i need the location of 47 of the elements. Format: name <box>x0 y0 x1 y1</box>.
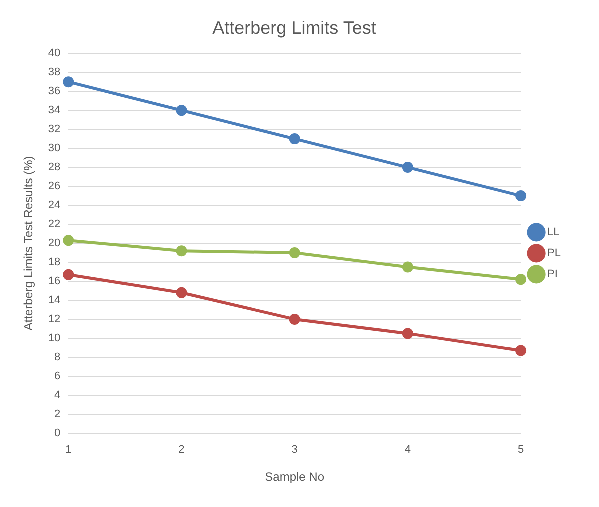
y-tick-label: 0 <box>54 427 61 440</box>
y-tick-label: 14 <box>48 294 61 306</box>
y-tick-label: 18 <box>48 256 61 269</box>
y-axis-title: Atterberg Limits Test Results (%) <box>22 156 36 331</box>
y-tick-label: 34 <box>48 104 61 117</box>
y-tick-label: 24 <box>48 200 61 212</box>
point <box>289 314 300 325</box>
y-tick-label: 32 <box>48 124 61 136</box>
point <box>516 274 527 286</box>
point <box>402 328 414 340</box>
point <box>516 190 527 202</box>
y-tick-label: 4 <box>54 389 61 402</box>
x-tick-label: 5 <box>518 444 524 456</box>
point <box>402 262 414 273</box>
point <box>63 269 74 280</box>
x-tick-label: 4 <box>404 444 412 456</box>
point <box>402 162 414 174</box>
y-tick-label: 8 <box>54 351 61 364</box>
point <box>289 247 300 258</box>
point <box>516 345 527 356</box>
y-tick-label: 10 <box>48 332 61 344</box>
legend-label: PL <box>548 248 562 260</box>
chart-title: Atterberg Limits Test <box>212 18 376 38</box>
y-tick-label: 2 <box>54 408 61 420</box>
x-tick-label: 3 <box>292 444 298 456</box>
y-tick-label: 6 <box>54 370 61 382</box>
x-tick-label: 1 <box>66 444 72 456</box>
point <box>63 235 74 246</box>
y-tick-label: 28 <box>48 162 61 174</box>
point <box>176 246 188 257</box>
y-tick-label: 12 <box>48 313 61 326</box>
y-tick-label: 20 <box>48 238 61 250</box>
y-tick-label: 38 <box>48 66 61 79</box>
x-axis-title: Sample No <box>265 470 325 484</box>
y-tick-label: 40 <box>48 48 61 60</box>
legend-label: PI <box>548 268 558 281</box>
point <box>176 287 188 298</box>
point <box>289 134 300 145</box>
x-tick-label: 2 <box>178 444 185 456</box>
y-tick-label: 16 <box>48 276 61 288</box>
y-tick-label: 30 <box>48 142 61 155</box>
y-tick-label: 36 <box>48 86 61 98</box>
point <box>176 105 188 116</box>
y-tick-label: 22 <box>48 218 61 231</box>
y-tick-label: 26 <box>48 180 61 193</box>
point <box>63 76 74 88</box>
legend-label: LL <box>548 226 560 239</box>
